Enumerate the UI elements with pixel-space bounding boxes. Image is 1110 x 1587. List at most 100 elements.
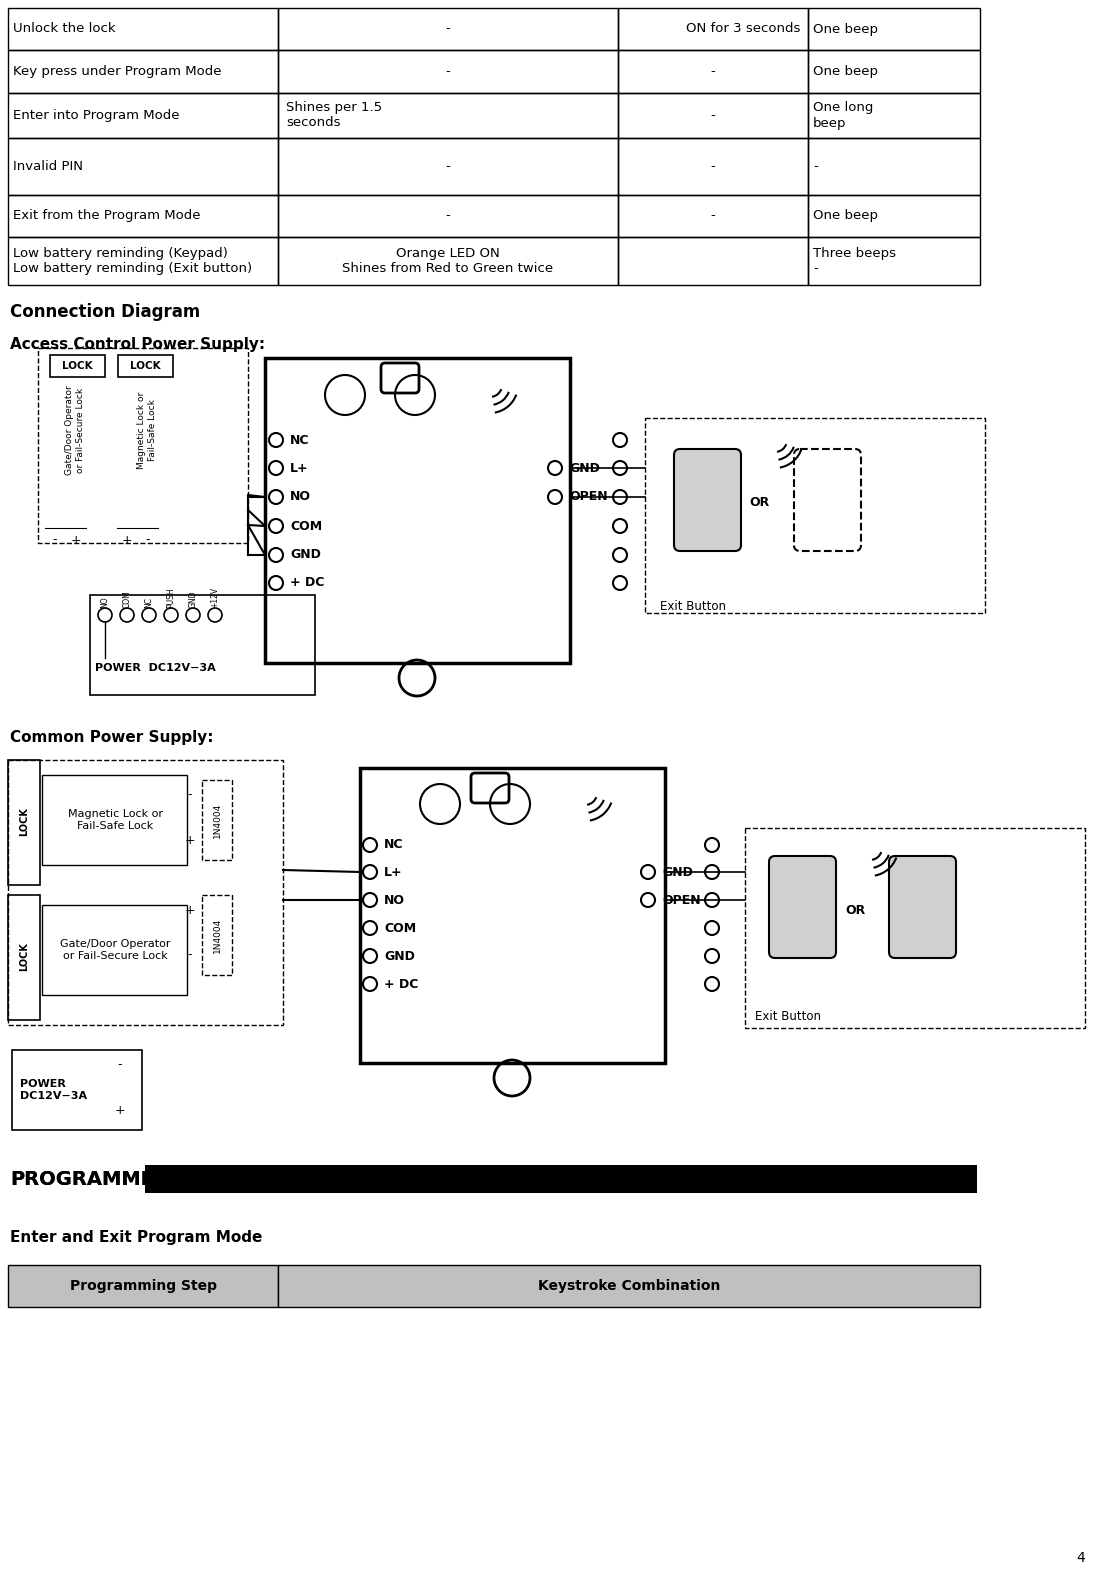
- Bar: [202, 895, 232, 974]
- Text: + DC: + DC: [384, 978, 418, 990]
- Text: Access Control Power Supply:: Access Control Power Supply:: [10, 336, 265, 352]
- Text: COM: COM: [290, 519, 322, 533]
- Bar: [618, 94, 808, 138]
- Text: 1N4004: 1N4004: [212, 803, 222, 838]
- Bar: [8, 8, 278, 51]
- Text: PUSH: PUSH: [166, 587, 175, 608]
- Text: Enter into Program Mode: Enter into Program Mode: [13, 110, 180, 122]
- Bar: [38, 348, 248, 543]
- Text: One beep: One beep: [813, 65, 878, 78]
- Text: GND: GND: [189, 590, 198, 608]
- Bar: [278, 236, 618, 286]
- Bar: [808, 94, 980, 138]
- Text: LOCK: LOCK: [62, 360, 93, 371]
- Text: 1N4004: 1N4004: [212, 917, 222, 952]
- Bar: [202, 779, 232, 860]
- Bar: [745, 828, 1084, 1028]
- Text: GND: GND: [384, 949, 415, 962]
- Text: One beep: One beep: [813, 209, 878, 222]
- Text: Magnetic Lock or
Fail-Safe Lock: Magnetic Lock or Fail-Safe Lock: [68, 809, 162, 832]
- Text: -: -: [445, 65, 451, 78]
- FancyBboxPatch shape: [889, 855, 956, 959]
- Bar: [42, 774, 186, 865]
- Text: Shines per 1.5
seconds: Shines per 1.5 seconds: [286, 102, 382, 130]
- Bar: [808, 195, 980, 236]
- Text: One long
beep: One long beep: [813, 102, 874, 130]
- Text: GND: GND: [569, 462, 599, 475]
- Text: Magnetic Lock or
Fail-Safe Lock: Magnetic Lock or Fail-Safe Lock: [138, 392, 157, 468]
- Text: Connection Diagram: Connection Diagram: [10, 303, 200, 321]
- Text: +: +: [71, 533, 81, 546]
- Bar: [278, 138, 618, 195]
- FancyBboxPatch shape: [471, 773, 509, 803]
- Bar: [618, 138, 808, 195]
- Text: POWER  DC12V−3A: POWER DC12V−3A: [94, 663, 215, 673]
- Text: OR: OR: [845, 903, 865, 917]
- Bar: [618, 51, 808, 94]
- Text: -: -: [445, 209, 451, 222]
- Bar: [118, 355, 173, 378]
- Bar: [8, 94, 278, 138]
- Bar: [645, 417, 985, 613]
- Text: -: -: [445, 22, 451, 35]
- Text: OPEN: OPEN: [569, 490, 607, 503]
- Text: LOCK: LOCK: [19, 808, 29, 836]
- Text: POWER
DC12V−3A: POWER DC12V−3A: [20, 1079, 87, 1101]
- Text: NC: NC: [384, 838, 404, 852]
- Bar: [42, 905, 186, 995]
- Bar: [808, 138, 980, 195]
- Text: Key press under Program Mode: Key press under Program Mode: [13, 65, 222, 78]
- Text: Low battery reminding (Keypad)
Low battery reminding (Exit button): Low battery reminding (Keypad) Low batte…: [13, 248, 252, 275]
- Text: -: -: [710, 160, 715, 173]
- Text: One beep: One beep: [813, 22, 878, 35]
- Text: NO: NO: [290, 490, 311, 503]
- Text: Exit Button: Exit Button: [755, 1009, 821, 1024]
- Text: COM: COM: [122, 590, 131, 608]
- Bar: [808, 236, 980, 286]
- Text: Three beeps
-: Three beeps -: [813, 248, 896, 275]
- Bar: [8, 1265, 278, 1308]
- Text: -: -: [53, 533, 58, 546]
- Text: Gate/Door Operator
or Fail-Secure Lock: Gate/Door Operator or Fail-Secure Lock: [65, 386, 84, 475]
- Text: -: -: [188, 949, 192, 962]
- Bar: [808, 51, 980, 94]
- Text: +: +: [184, 903, 195, 917]
- Text: Keystroke Combination: Keystroke Combination: [538, 1279, 720, 1293]
- Text: Invalid PIN: Invalid PIN: [13, 160, 83, 173]
- Text: COM: COM: [384, 922, 416, 935]
- Text: 4: 4: [1077, 1550, 1084, 1565]
- Text: NO: NO: [384, 893, 405, 906]
- Bar: [618, 195, 808, 236]
- Text: Enter and Exit Program Mode: Enter and Exit Program Mode: [10, 1230, 262, 1244]
- Text: +: +: [114, 1103, 125, 1117]
- Text: -: -: [118, 1059, 122, 1071]
- Bar: [278, 8, 618, 51]
- Bar: [360, 768, 665, 1063]
- Text: -: -: [710, 209, 715, 222]
- Text: NC: NC: [144, 597, 153, 608]
- Text: -: -: [710, 110, 715, 122]
- Text: Exit from the Program Mode: Exit from the Program Mode: [13, 209, 201, 222]
- Bar: [8, 760, 40, 886]
- Bar: [265, 359, 571, 663]
- Text: -: -: [710, 65, 715, 78]
- Text: LOCK: LOCK: [19, 943, 29, 971]
- Text: OR: OR: [750, 497, 770, 509]
- Text: + DC: + DC: [290, 576, 324, 589]
- Text: Exit Button: Exit Button: [660, 600, 726, 613]
- FancyBboxPatch shape: [674, 449, 741, 551]
- Bar: [808, 8, 980, 51]
- Text: GND: GND: [662, 865, 693, 879]
- Text: ON for 3 seconds: ON for 3 seconds: [686, 22, 800, 35]
- Text: L+: L+: [384, 865, 403, 879]
- Text: +: +: [122, 533, 132, 546]
- Bar: [278, 94, 618, 138]
- Bar: [618, 8, 808, 51]
- Text: PROGRAMMING: PROGRAMMING: [10, 1170, 180, 1189]
- Bar: [8, 195, 278, 236]
- Text: +: +: [184, 833, 195, 846]
- FancyBboxPatch shape: [381, 363, 418, 394]
- Bar: [278, 51, 618, 94]
- Text: -: -: [188, 789, 192, 801]
- Text: -: -: [145, 533, 150, 546]
